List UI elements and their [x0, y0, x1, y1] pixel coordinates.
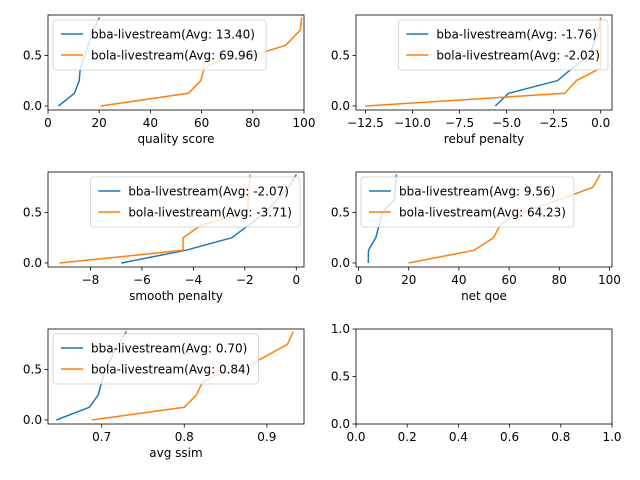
- x-axis-label: quality score: [137, 132, 214, 146]
- x-tick-label: 1.0: [602, 430, 621, 444]
- x-tick-label: −7.5: [445, 116, 474, 130]
- x-tick-label: −12.5: [347, 116, 384, 130]
- x-tick-label: 80: [552, 273, 567, 287]
- x-tick-label: 100: [598, 273, 621, 287]
- y-tick-label: 0.5: [23, 205, 42, 219]
- subplot-2: −12.5 −10.0 −7.5 −5.0 −2.5 0.0 0.0 0.5 rebuf pen…: [331, 14, 613, 146]
- x-tick-label: −6: [133, 273, 151, 287]
- x-tick-label: −8: [82, 273, 100, 287]
- x-tick-label: −10.0: [394, 116, 431, 130]
- y-tick-label: 1.0: [331, 322, 350, 336]
- subplot-1: 0 20 40 60 80 100 0.0 0.5 quality score bba-lives…: [23, 14, 316, 146]
- x-tick-label: 0.6: [500, 430, 519, 444]
- x-tick-label: −5.0: [492, 116, 521, 130]
- x-tick-label: 40: [143, 116, 158, 130]
- legend-label: bola-livestream(Avg: -2.02): [436, 49, 600, 63]
- axes-frame: [47, 14, 305, 111]
- y-tick-label: 0.0: [23, 413, 42, 427]
- x-axis-label: avg ssim: [149, 446, 202, 460]
- axes-frame: [47, 171, 305, 268]
- legend-label: bola-livestream(Avg: 0.84): [91, 363, 250, 377]
- x-tick-label: 0: [292, 273, 300, 287]
- subplot-3: −8 −6 −4 −2 0 0.0 0.5 smooth penalty bba-livestr…: [23, 171, 305, 303]
- legend-label: bba-livestream(Avg: 0.70): [91, 342, 247, 356]
- subplot-6: 0.0 0.2 0.4 0.6 0.8 1.0 0.0 0.5 1.0: [331, 322, 622, 444]
- y-tick-label: 0.5: [331, 48, 350, 62]
- x-tick-label: −2.5: [539, 116, 568, 130]
- x-axis-label: rebuf penalty: [444, 132, 524, 146]
- x-tick-label: 0: [355, 273, 363, 287]
- axes-frame: [355, 14, 613, 111]
- axes-frame: [355, 171, 613, 268]
- legend-label: bba-livestream(Avg: -1.76): [436, 28, 597, 42]
- x-tick-label: 40: [451, 273, 466, 287]
- x-axis-label: net qoe: [461, 289, 507, 303]
- axes-frame: [47, 328, 305, 425]
- legend: bba-livestream(Avg: 9.56) bola-livestream…: [360, 176, 575, 228]
- x-tick-label: 0: [44, 116, 52, 130]
- x-tick-label: −4: [185, 273, 203, 287]
- x-tick-label: 0.7: [92, 430, 111, 444]
- legend-label: bba-livestream(Avg: 13.40): [91, 28, 255, 42]
- x-tick-label: 0.8: [551, 430, 570, 444]
- legend-box: [360, 176, 575, 228]
- x-tick-label: 0.9: [257, 430, 276, 444]
- x-tick-label: 20: [401, 273, 416, 287]
- subplot-4: 0 20 40 60 80 100 0.0 0.5 net qoe bba-livestream(…: [331, 171, 621, 303]
- x-tick-label: 0.8: [175, 430, 194, 444]
- x-tick-label: 20: [92, 116, 107, 130]
- y-tick-label: 0.0: [331, 417, 350, 431]
- y-tick-label: 0.5: [331, 370, 350, 384]
- x-tick-label: 60: [501, 273, 516, 287]
- legend-box: [52, 19, 267, 71]
- y-tick-label: 0.0: [23, 99, 42, 113]
- legend: bba-livestream(Avg: -2.07) bola-livestrea…: [89, 176, 301, 228]
- y-tick-label: 0.0: [23, 256, 42, 270]
- legend-label: bba-livestream(Avg: -2.07): [128, 185, 289, 199]
- y-tick-label: 0.5: [23, 362, 42, 376]
- x-axis-label: smooth penalty: [129, 289, 223, 303]
- x-tick-label: 80: [245, 116, 260, 130]
- x-tick-label: 0.0: [346, 430, 365, 444]
- legend: bba-livestream(Avg: 13.40) bola-livestrea…: [52, 19, 267, 71]
- legend-box: [397, 19, 609, 71]
- x-tick-label: 60: [194, 116, 209, 130]
- legend-label: bba-livestream(Avg: 9.56): [399, 185, 555, 199]
- y-tick-label: 0.5: [23, 48, 42, 62]
- legend-box: [52, 333, 259, 385]
- legend: bba-livestream(Avg: 0.70) bola-livestream…: [52, 333, 259, 385]
- legend: bba-livestream(Avg: -1.76) bola-livestrea…: [397, 19, 609, 71]
- y-tick-label: 0.5: [331, 205, 350, 219]
- legend-label: bola-livestream(Avg: -3.71): [128, 206, 292, 220]
- axes-frame: [355, 328, 613, 425]
- x-tick-label: 0.2: [398, 430, 417, 444]
- x-tick-label: −2: [236, 273, 254, 287]
- y-tick-label: 0.0: [331, 256, 350, 270]
- legend-label: bola-livestream(Avg: 64.23): [399, 206, 566, 220]
- subplot-5: 0.7 0.8 0.9 0.0 0.5 avg ssim bba-livestream(Av…: [23, 328, 305, 460]
- y-tick-label: 0.0: [331, 99, 350, 113]
- legend-label: bola-livestream(Avg: 69.96): [91, 49, 258, 63]
- x-tick-label: 0.0: [591, 116, 610, 130]
- x-tick-label: 0.4: [449, 430, 468, 444]
- legend-box: [89, 176, 301, 228]
- x-tick-label: 100: [293, 116, 316, 130]
